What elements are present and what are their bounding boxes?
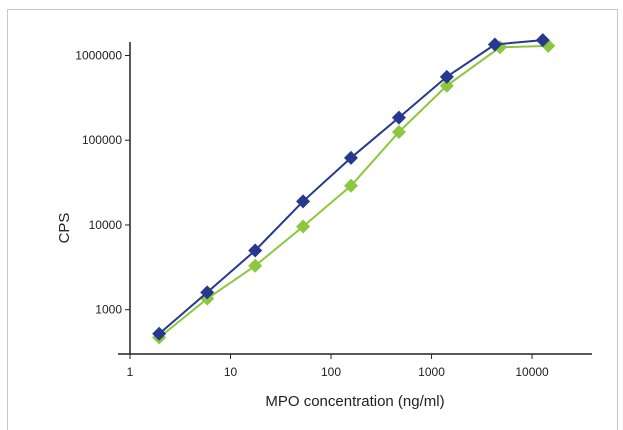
- y-ticks: 1000 10000 100000 1000000: [75, 49, 130, 317]
- axes: [118, 42, 592, 355]
- data-point-diamond: [200, 285, 215, 300]
- data-point-diamond: [535, 33, 550, 48]
- x-tick-label: 1000: [418, 365, 445, 379]
- x-axis-title: MPO concentration (ng/ml): [265, 393, 444, 410]
- y-tick-label: 1000: [95, 303, 122, 317]
- chart-frame: [7, 9, 618, 430]
- y-axis-title: CPS: [56, 213, 73, 244]
- data-point-diamond: [248, 258, 263, 273]
- data-point-diamond: [487, 37, 502, 52]
- x-tick-label: 10: [224, 365, 238, 379]
- y-tick-label: 10000: [89, 218, 123, 232]
- data-point-diamond: [439, 78, 454, 93]
- data-point-diamond: [391, 125, 406, 140]
- data-point-diamond: [343, 150, 358, 165]
- data-point-diamond: [296, 219, 311, 234]
- x-tick-label: 100: [321, 365, 341, 379]
- series-1: [152, 38, 556, 345]
- x-tick-label: 10000: [515, 365, 549, 379]
- series-layer: [152, 33, 556, 345]
- data-point-diamond: [391, 110, 406, 125]
- data-point-diamond: [152, 326, 167, 341]
- y-tick-label: 1000000: [75, 49, 122, 63]
- y-tick-label: 100000: [82, 133, 122, 147]
- data-point-diamond: [296, 194, 311, 209]
- x-tick-label: 1: [127, 365, 134, 379]
- x-ticks: 1 10 100 1000 10000: [127, 354, 549, 379]
- data-point-diamond: [439, 69, 454, 84]
- series-0: [152, 33, 550, 341]
- data-point-diamond: [343, 178, 358, 193]
- series-line: [158, 44, 549, 339]
- data-point-diamond: [248, 243, 263, 258]
